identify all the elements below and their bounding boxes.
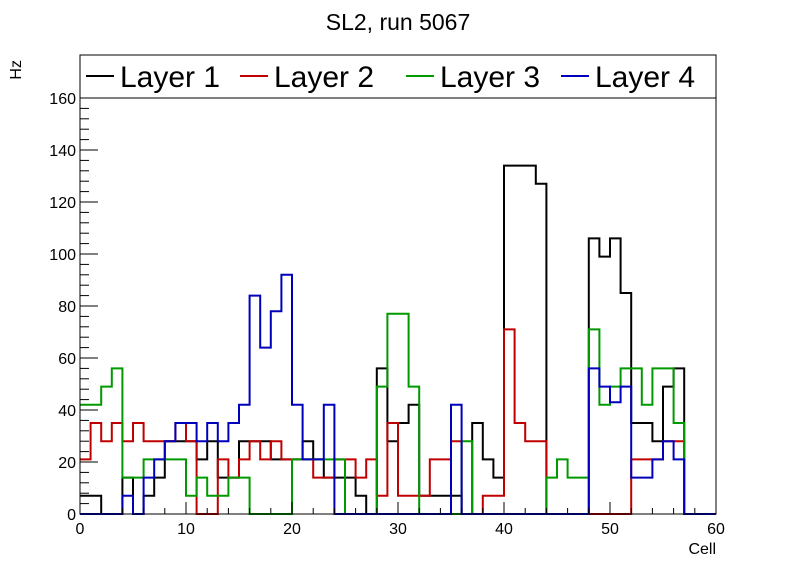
x-tick-label: 10: [177, 521, 195, 538]
series-line-layer-2: [80, 328, 716, 515]
legend-label-layer-1: Layer 1: [120, 61, 220, 94]
x-tick-label: 20: [283, 521, 301, 538]
tick-labels: 0 20 40 60 80 100 120 140 160 0 10 20 30 40 50 60: [49, 91, 725, 538]
series-line-layer-3: [80, 312, 716, 515]
y-tick-label: 140: [49, 143, 76, 160]
x-tick-label: 40: [495, 521, 513, 538]
legend-label-layer-4: Layer 4: [595, 61, 695, 94]
y-tick-label: 100: [49, 247, 76, 264]
legend-box: [79, 54, 717, 99]
data-series-group: [80, 164, 716, 515]
y-axis-label: Hz: [8, 60, 25, 80]
y-tick-label: 160: [49, 91, 76, 108]
axis-ticks: [79, 97, 717, 515]
y-tick-label: 0: [67, 507, 76, 524]
legend: Layer 1 Layer 2 Layer 3 Layer 4: [79, 54, 717, 99]
y-tick-label: 40: [58, 403, 76, 420]
x-tick-label: 30: [389, 521, 407, 538]
y-tick-label: 120: [49, 195, 76, 212]
x-axis-label: Cell: [688, 541, 716, 558]
legend-label-layer-2: Layer 2: [274, 61, 374, 94]
y-tick-label: 80: [58, 299, 76, 316]
y-tick-label: 60: [58, 351, 76, 368]
x-tick-label: 50: [601, 521, 619, 538]
legend-label-layer-3: Layer 3: [440, 61, 540, 94]
x-tick-label: 0: [76, 521, 85, 538]
x-tick-label: 60: [707, 521, 725, 538]
y-tick-label: 20: [58, 455, 76, 472]
chart-title: SL2, run 5067: [326, 9, 471, 35]
